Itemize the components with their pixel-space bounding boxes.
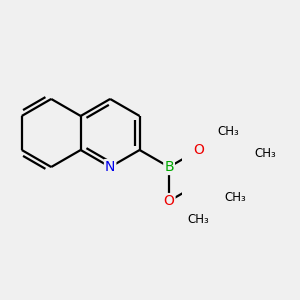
Text: B: B: [164, 160, 174, 174]
Text: O: O: [164, 194, 175, 208]
Text: CH₃: CH₃: [188, 213, 209, 226]
Text: CH₃: CH₃: [254, 147, 276, 160]
Text: O: O: [193, 143, 204, 157]
Text: CH₃: CH₃: [224, 191, 246, 205]
Text: N: N: [105, 160, 115, 174]
Text: CH₃: CH₃: [217, 125, 239, 138]
